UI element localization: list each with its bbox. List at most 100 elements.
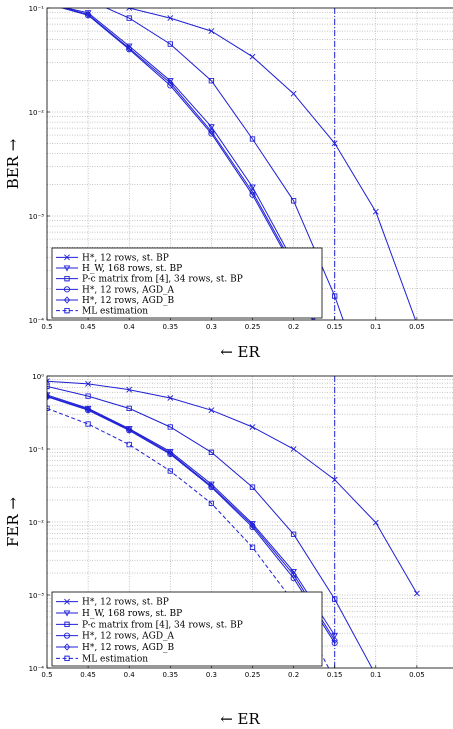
x-tick-label: 0.3 xyxy=(206,671,217,679)
x-tick-label: 0.05 xyxy=(409,671,425,679)
data-point xyxy=(44,1,49,6)
legend-label: H*, 12 rows, AGD_A xyxy=(82,632,175,642)
x-tick-label: 0.25 xyxy=(245,323,261,331)
x-tick-label: 0.4 xyxy=(124,323,136,331)
data-point xyxy=(372,519,379,526)
data-point xyxy=(167,395,174,401)
x-tick-label: 0.35 xyxy=(163,323,179,331)
legend-label: H_W, 168 rows, st. BP xyxy=(82,264,182,274)
data-point xyxy=(249,544,256,550)
data-point xyxy=(47,378,50,385)
y-axis-label: FER → xyxy=(4,497,22,547)
x-axis-label: ← ER xyxy=(220,710,260,728)
y-tick-label: 10⁻³ xyxy=(29,213,45,221)
legend-marker xyxy=(64,598,70,605)
data-point xyxy=(208,124,215,131)
legend-label: H*, 12 rows, st. BP xyxy=(82,598,169,608)
x-tick-label: 0.35 xyxy=(163,671,179,679)
legend-marker xyxy=(63,286,71,293)
legend-marker xyxy=(63,643,71,651)
series-line-5 xyxy=(47,395,336,641)
data-point xyxy=(331,140,338,147)
legend: H*, 12 rows, st. BPH_W, 168 rows, st. BP… xyxy=(51,247,323,319)
data-point xyxy=(167,424,173,430)
data-point xyxy=(208,500,215,507)
data-point xyxy=(86,0,90,2)
data-point xyxy=(413,590,420,597)
series-line-3 xyxy=(47,385,373,668)
data-point xyxy=(290,570,297,579)
legend-marker xyxy=(63,265,71,272)
x-tick-label: 0.15 xyxy=(327,671,343,679)
data-point xyxy=(208,28,215,34)
data-point xyxy=(290,531,297,537)
x-tick-label: 0.2 xyxy=(288,323,299,331)
x-axis-label: ← ER xyxy=(220,343,260,361)
x-tick-label: 0.15 xyxy=(327,323,343,331)
data-point xyxy=(47,392,51,400)
data-point xyxy=(249,521,256,530)
series-line-1 xyxy=(125,8,417,320)
x-tick-label: 0.3 xyxy=(206,323,217,331)
legend-label: ML estimation xyxy=(82,307,148,317)
x-tick-label: 0.5 xyxy=(41,671,52,679)
data-point xyxy=(85,421,91,427)
x-tick-label: 0.45 xyxy=(80,323,96,331)
data-point xyxy=(249,136,256,142)
data-point xyxy=(249,484,256,490)
data-point xyxy=(249,184,256,191)
y-tick-label: 10⁻² xyxy=(29,519,45,527)
data-point xyxy=(84,405,92,413)
data-point xyxy=(85,393,91,399)
data-point xyxy=(249,53,256,60)
legend-marker xyxy=(63,610,71,617)
x-tick-label: 0.5 xyxy=(41,323,52,331)
legend: H*, 12 rows, st. BPH_W, 168 rows, st. BP… xyxy=(51,591,323,667)
data-point xyxy=(331,476,338,483)
y-tick-label: 10⁻¹ xyxy=(29,446,45,454)
data-point xyxy=(126,8,133,11)
data-point xyxy=(167,79,174,87)
data-point xyxy=(47,383,50,390)
x-tick-label: 0.1 xyxy=(370,671,381,679)
data-point xyxy=(126,44,133,52)
data-point xyxy=(126,405,132,412)
data-point xyxy=(44,1,49,7)
data-point xyxy=(126,441,132,448)
data-point xyxy=(167,451,174,458)
data-point xyxy=(372,208,379,215)
data-point xyxy=(47,405,50,412)
legend-label: H_W, 168 rows, st. BP xyxy=(82,609,182,619)
chart-panel-2: 0.50.450.40.350.30.250.20.150.10.05010⁰1… xyxy=(4,373,453,728)
data-point xyxy=(249,524,256,531)
legend-label: H*, 12 rows, AGD_B xyxy=(82,296,175,306)
legend-label: P-c matrix from [4], 34 rows, st. BP xyxy=(82,275,243,285)
data-point xyxy=(208,78,215,84)
data-point xyxy=(44,2,49,7)
y-tick-label: 10⁻⁴ xyxy=(29,665,45,673)
y-tick-label: 10⁻⁴ xyxy=(29,317,45,325)
legend-label: ML estimation xyxy=(82,654,148,664)
y-axis-label: BER → xyxy=(4,138,22,189)
y-tick-label: 10⁻¹ xyxy=(29,5,45,13)
data-point xyxy=(331,639,338,647)
data-point xyxy=(167,15,174,21)
legend-marker xyxy=(64,655,70,661)
legend-label: H*, 12 rows, st. BP xyxy=(82,253,169,263)
data-point xyxy=(85,380,92,387)
series-line-2 xyxy=(47,394,336,636)
x-tick-label: 0.05 xyxy=(409,323,425,331)
data-point xyxy=(167,449,174,457)
x-tick-label: 0.4 xyxy=(124,671,136,679)
data-point xyxy=(84,10,92,18)
data-point xyxy=(290,446,297,452)
legend-marker xyxy=(64,276,70,282)
legend-box xyxy=(51,591,323,667)
data-point xyxy=(126,386,133,393)
data-point xyxy=(208,482,215,490)
data-point xyxy=(332,293,338,299)
data-point xyxy=(126,425,133,434)
legend-marker xyxy=(64,254,70,261)
legend-marker xyxy=(63,632,71,639)
